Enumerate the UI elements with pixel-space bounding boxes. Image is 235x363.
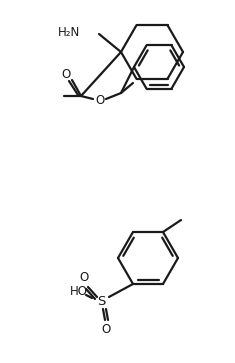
Text: O: O (79, 272, 89, 285)
Text: H₂N: H₂N (58, 26, 80, 40)
Text: O: O (95, 94, 105, 107)
Text: HO: HO (70, 285, 88, 298)
Text: S: S (97, 295, 105, 309)
Text: O: O (101, 323, 111, 337)
Text: O: O (61, 68, 71, 81)
